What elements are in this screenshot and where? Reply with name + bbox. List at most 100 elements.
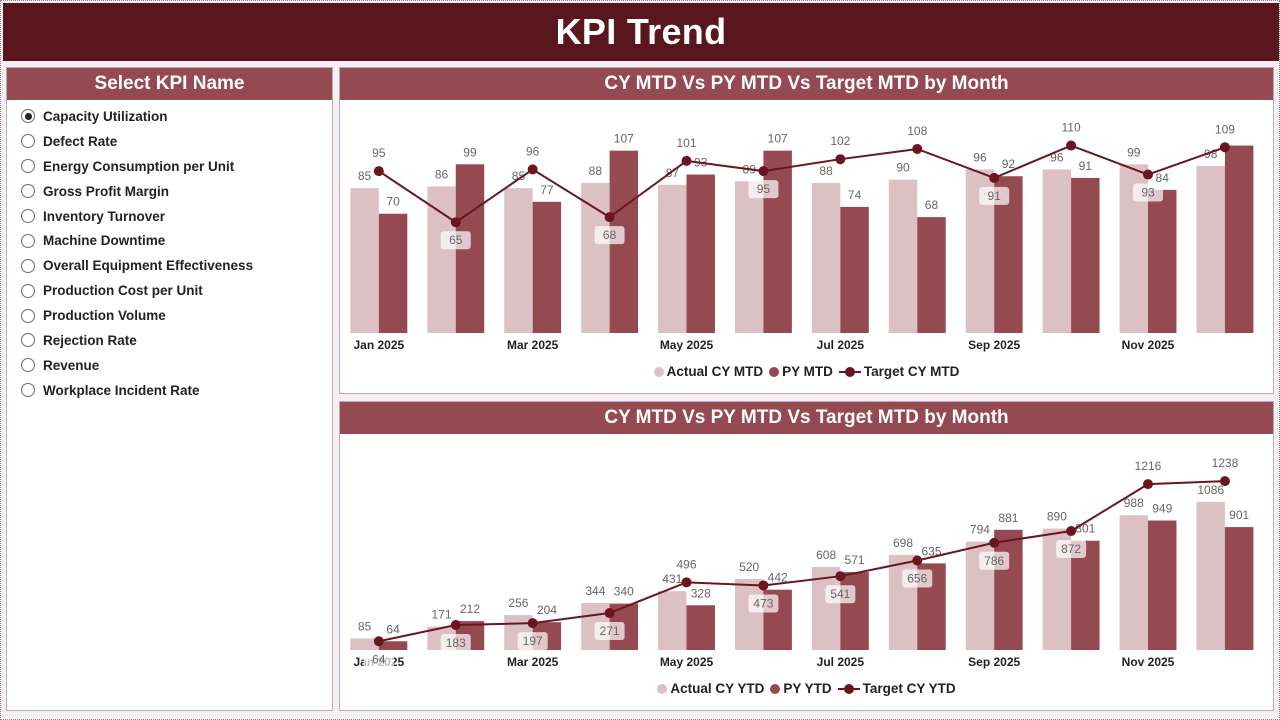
bar-py[interactable] — [917, 217, 946, 333]
radio-unchecked-icon[interactable] — [21, 258, 35, 273]
target-point[interactable] — [527, 164, 538, 175]
target-point[interactable] — [1066, 140, 1077, 151]
target-point[interactable] — [912, 143, 923, 154]
bar-actual[interactable] — [734, 579, 764, 650]
bar-actual[interactable] — [888, 554, 918, 650]
bar-py[interactable] — [1148, 520, 1177, 650]
bar-py[interactable] — [532, 201, 562, 333]
target-point[interactable] — [989, 172, 1000, 183]
bar-py[interactable] — [994, 529, 1023, 650]
bar-actual[interactable] — [658, 591, 687, 650]
target-point[interactable] — [758, 166, 769, 177]
bar-actual[interactable] — [811, 183, 841, 333]
mtd-chart-panel: CY MTD Vs PY MTD Vs Target MTD by Month … — [339, 67, 1274, 394]
bar-actual[interactable] — [734, 181, 764, 333]
target-point[interactable] — [450, 217, 461, 228]
kpi-option[interactable]: Workplace Incident Rate — [21, 378, 332, 403]
radio-unchecked-icon[interactable] — [21, 233, 35, 248]
target-point[interactable] — [912, 555, 923, 566]
target-point[interactable] — [1219, 142, 1230, 153]
radio-unchecked-icon[interactable] — [21, 159, 35, 174]
legend-item-target[interactable]: Target CY MTD — [838, 364, 959, 379]
kpi-option[interactable]: Revenue — [21, 353, 332, 378]
kpi-option-label: Machine Downtime — [43, 233, 166, 249]
bar-py[interactable] — [1071, 177, 1100, 333]
kpi-option[interactable]: Gross Profit Margin — [21, 179, 332, 204]
radio-unchecked-icon[interactable] — [21, 184, 35, 199]
legend-item-target[interactable]: Target CY YTD — [837, 681, 956, 696]
radio-unchecked-icon[interactable] — [21, 283, 35, 298]
bar-py[interactable] — [1224, 527, 1254, 650]
bar-actual[interactable] — [1042, 169, 1072, 333]
target-point[interactable] — [1143, 479, 1154, 490]
bar-actual[interactable] — [1196, 166, 1225, 333]
bar-actual[interactable] — [658, 184, 687, 333]
kpi-option[interactable]: Energy Consumption per Unit — [21, 154, 332, 179]
radio-unchecked-icon[interactable] — [21, 209, 35, 223]
kpi-option[interactable]: Production Volume — [21, 303, 332, 328]
bar-actual[interactable] — [504, 188, 533, 333]
target-point[interactable] — [758, 580, 769, 591]
target-point[interactable] — [450, 620, 461, 631]
bar-py[interactable] — [1148, 189, 1177, 333]
target-label-bg — [979, 186, 1010, 205]
target-point[interactable] — [1143, 169, 1154, 180]
target-label-bg — [440, 231, 471, 250]
target-point[interactable] — [527, 618, 538, 629]
data-label-py: 901 — [1229, 508, 1249, 522]
target-point[interactable] — [604, 608, 615, 619]
legend-item-actual[interactable]: Actual CY YTD — [657, 681, 764, 696]
data-label-actual: 88 — [819, 164, 833, 178]
mtd-legend: Actual CY MTD PY MTD Target CY MTD — [340, 364, 1273, 379]
target-point[interactable] — [835, 571, 846, 582]
radio-unchecked-icon[interactable] — [21, 383, 35, 398]
target-point[interactable] — [373, 636, 384, 647]
bar-py[interactable] — [686, 605, 715, 650]
data-label-py: 571 — [845, 553, 865, 567]
kpi-option[interactable]: Defect Rate — [21, 129, 332, 154]
bar-actual[interactable] — [350, 188, 379, 333]
bar-actual[interactable] — [1119, 515, 1149, 650]
bar-py[interactable] — [763, 150, 792, 333]
bar-actual[interactable] — [427, 186, 456, 333]
kpi-option[interactable]: Inventory Turnover — [21, 204, 332, 229]
bar-py[interactable] — [840, 572, 869, 650]
radio-unchecked-icon[interactable] — [21, 333, 35, 348]
kpi-option[interactable]: Capacity Utilization — [21, 104, 332, 129]
kpi-option[interactable]: Overall Equipment Effectiveness — [21, 253, 332, 278]
radio-checked-icon[interactable] — [21, 109, 35, 124]
target-point[interactable] — [681, 577, 692, 588]
target-point[interactable] — [835, 154, 846, 165]
target-point[interactable] — [373, 166, 384, 177]
target-point[interactable] — [604, 212, 615, 223]
bar-actual[interactable] — [811, 567, 841, 650]
x-tick-label: Sep 2025 — [968, 655, 1020, 669]
bar-actual[interactable] — [350, 638, 379, 650]
data-label-target: 65 — [449, 233, 463, 247]
bar-py[interactable] — [378, 641, 408, 650]
bar-py[interactable] — [840, 206, 869, 333]
radio-unchecked-icon[interactable] — [21, 308, 35, 323]
kpi-option[interactable]: Machine Downtime — [21, 228, 332, 253]
target-point[interactable] — [989, 537, 1000, 548]
target-point[interactable] — [681, 155, 692, 166]
target-point[interactable] — [1066, 526, 1077, 537]
radio-unchecked-icon[interactable] — [21, 134, 35, 149]
radio-unchecked-icon[interactable] — [21, 358, 35, 373]
bar-py[interactable] — [686, 174, 715, 333]
bar-actual[interactable] — [888, 179, 918, 333]
bar-py[interactable] — [378, 213, 408, 333]
data-label-py: 70 — [386, 195, 400, 209]
data-label-py: 107 — [614, 132, 634, 146]
bar-py[interactable] — [1224, 145, 1254, 333]
data-label-py: 92 — [1002, 157, 1016, 171]
legend-item-py[interactable]: PY YTD — [770, 681, 832, 696]
kpi-option[interactable]: Rejection Rate — [21, 328, 332, 353]
bar-py[interactable] — [1071, 540, 1100, 650]
legend-item-py[interactable]: PY MTD — [769, 364, 833, 379]
bar-actual[interactable] — [1196, 501, 1225, 650]
bar-actual[interactable] — [581, 183, 610, 333]
legend-item-actual[interactable]: Actual CY MTD — [653, 364, 763, 379]
target-point[interactable] — [1219, 476, 1230, 487]
kpi-option[interactable]: Production Cost per Unit — [21, 278, 332, 303]
